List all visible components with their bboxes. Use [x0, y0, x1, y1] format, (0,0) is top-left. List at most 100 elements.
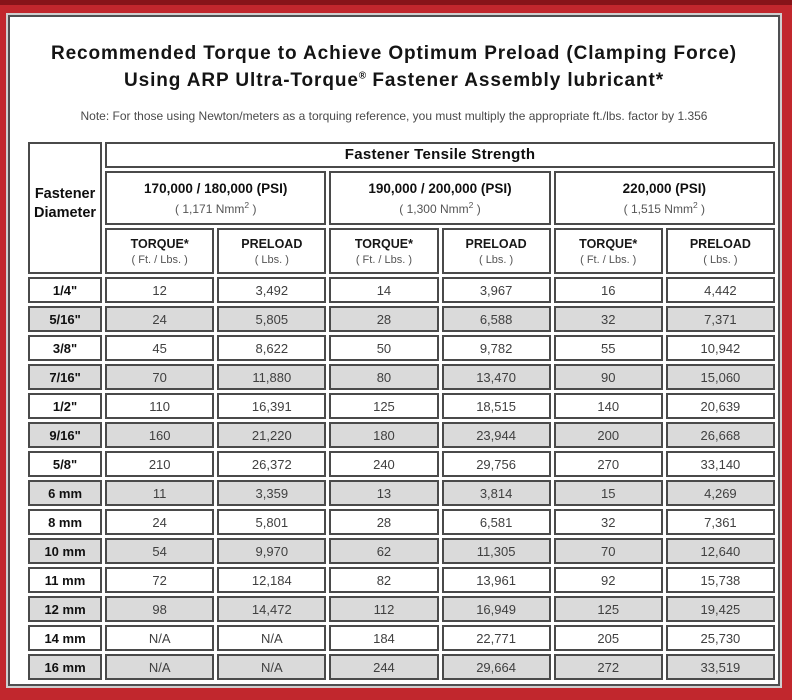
torque-value-cell: 205: [553, 625, 663, 651]
preload-value-cell: 33,519: [665, 654, 775, 680]
torque-value-cell: 160: [105, 422, 215, 448]
diameter-cell: 3/8": [28, 335, 103, 361]
preload-value-cell: 18,515: [441, 393, 551, 419]
diameter-cell: 8 mm: [28, 509, 103, 535]
torque-value-cell: 90: [553, 364, 663, 390]
torque-value-cell: 112: [329, 596, 439, 622]
preload-value-cell: 23,944: [441, 422, 551, 448]
preload-value-cell: 21,220: [217, 422, 327, 448]
title-line1: Recommended Torque to Achieve Optimum Pr…: [50, 43, 738, 64]
torque-value-cell: 70: [553, 538, 663, 564]
page-title: Recommended Torque to Achieve Optimum Pr…: [10, 41, 778, 94]
torque-value-cell: 32: [553, 306, 663, 332]
preload-value-cell: 26,372: [217, 451, 327, 477]
torque-value-cell: 82: [329, 567, 439, 593]
registered-trademark-symbol: ®: [358, 70, 367, 82]
torque-value-cell: 210: [105, 451, 215, 477]
torque-value-cell: 270: [553, 451, 663, 477]
torque-value-cell: 140: [553, 393, 663, 419]
torque-value-cell: 28: [329, 306, 439, 332]
torque-value-cell: 62: [329, 538, 439, 564]
torque-value-cell: 272: [553, 654, 663, 680]
preload-value-cell: 16,391: [217, 393, 327, 419]
diameter-cell: 5/8": [28, 451, 103, 477]
torque-value-cell: 200: [553, 422, 663, 448]
diameter-cell: 9/16": [28, 422, 103, 448]
preload-value-cell: 33,140: [665, 451, 775, 477]
torque-value-cell: 45: [105, 335, 215, 361]
torque-value-cell: 11: [105, 480, 215, 506]
preload-value-cell: 6,588: [441, 306, 551, 332]
preload-value-cell: 5,805: [217, 306, 327, 332]
psi-group-header-170-180: 170,000 / 180,000 (PSI) ( 1,171 Nmm2 ): [105, 171, 327, 225]
preload-value-cell: 22,771: [441, 625, 551, 651]
table-row: 1/4" 12 3,492 14 3,967 16 4,442: [28, 277, 775, 303]
title-line2: Using ARP Ultra-Torque: [124, 69, 359, 91]
torque-value-cell: 24: [105, 509, 215, 535]
nmm-label: ( 1,300 Nmm2 ): [399, 199, 481, 216]
table-row: 3/8" 45 8,622 50 9,782 55 10,942: [28, 335, 775, 361]
table-body: 1/4" 12 3,492 14 3,967 16 4,442 5/16" 24…: [28, 277, 775, 680]
preload-value-cell: 4,269: [665, 480, 775, 506]
preload-value-cell: 13,961: [441, 567, 551, 593]
preload-value-cell: 9,782: [441, 335, 551, 361]
corner-header-line2: Diameter: [34, 205, 97, 221]
nmm-label: ( 1,171 Nmm2 ): [175, 199, 257, 216]
preload-value-cell: 4,442: [665, 277, 775, 303]
preload-value-cell: 6,581: [441, 509, 551, 535]
diameter-cell: 14 mm: [28, 625, 103, 651]
diameter-cell: 10 mm: [28, 538, 103, 564]
torque-value-cell: 13: [329, 480, 439, 506]
torque-value-cell: 244: [329, 654, 439, 680]
preload-value-cell: 15,060: [665, 364, 775, 390]
preload-value-cell: 11,305: [441, 538, 551, 564]
torque-value-cell: 24: [105, 306, 215, 332]
preload-value-cell: 7,361: [665, 509, 775, 535]
tensile-strength-label: Fastener Tensile Strength: [344, 146, 536, 163]
diameter-cell: 11 mm: [28, 567, 103, 593]
torque-value-cell: N/A: [105, 654, 215, 680]
preload-value-cell: 14,472: [217, 596, 327, 622]
diameter-cell: 1/4": [28, 277, 103, 303]
preload-value-cell: 12,640: [665, 538, 775, 564]
preload-value-cell: 29,664: [441, 654, 551, 680]
table-row: 11 mm 72 12,184 82 13,961 92 15,738: [28, 567, 775, 593]
preload-value-cell: 12,184: [217, 567, 327, 593]
table-row: 12 mm 98 14,472 112 16,949 125 19,425: [28, 596, 775, 622]
torque-value-cell: 184: [329, 625, 439, 651]
preload-value-cell: 16,949: [441, 596, 551, 622]
psi-label: 220,000 (PSI): [622, 180, 706, 196]
preload-value-cell: 11,880: [217, 364, 327, 390]
table-row: 1/2" 110 16,391 125 18,515 140 20,639: [28, 393, 775, 419]
torque-value-cell: 72: [105, 567, 215, 593]
preload-value-cell: 13,470: [441, 364, 551, 390]
preload-value-cell: 29,756: [441, 451, 551, 477]
preload-value-cell: 20,639: [665, 393, 775, 419]
preload-value-cell: 9,970: [217, 538, 327, 564]
table-row: 7/16" 70 11,880 80 13,470 90 15,060: [28, 364, 775, 390]
torque-value-cell: 50: [329, 335, 439, 361]
table-row: 5/16" 24 5,805 28 6,588 32 7,371: [28, 306, 775, 332]
table-row: 14 mm N/A N/A 184 22,771 205 25,730: [28, 625, 775, 651]
preload-column-header: PRELOAD ( Lbs. ): [441, 228, 551, 274]
preload-value-cell: 15,738: [665, 567, 775, 593]
preload-column-header: PRELOAD ( Lbs. ): [217, 228, 327, 274]
preload-value-cell: 3,492: [217, 277, 327, 303]
preload-value-cell: 26,668: [665, 422, 775, 448]
diameter-cell: 12 mm: [28, 596, 103, 622]
psi-label: 170,000 / 180,000 (PSI): [144, 180, 288, 196]
torque-value-cell: 80: [329, 364, 439, 390]
diameter-cell: 16 mm: [28, 654, 103, 680]
torque-value-cell: 55: [553, 335, 663, 361]
torque-value-cell: 28: [329, 509, 439, 535]
torque-value-cell: 180: [329, 422, 439, 448]
preload-value-cell: 25,730: [665, 625, 775, 651]
preload-value-cell: 10,942: [665, 335, 775, 361]
preload-value-cell: 19,425: [665, 596, 775, 622]
preload-value-cell: 3,359: [217, 480, 327, 506]
torque-column-header: TORQUE* ( Ft. / Lbs. ): [329, 228, 439, 274]
photo-top-edge: [0, 0, 792, 5]
psi-group-header-190-200: 190,000 / 200,000 (PSI) ( 1,300 Nmm2 ): [329, 171, 551, 225]
title-line2-tail: Fastener Assembly lubricant*: [366, 69, 664, 91]
torque-value-cell: 15: [553, 480, 663, 506]
